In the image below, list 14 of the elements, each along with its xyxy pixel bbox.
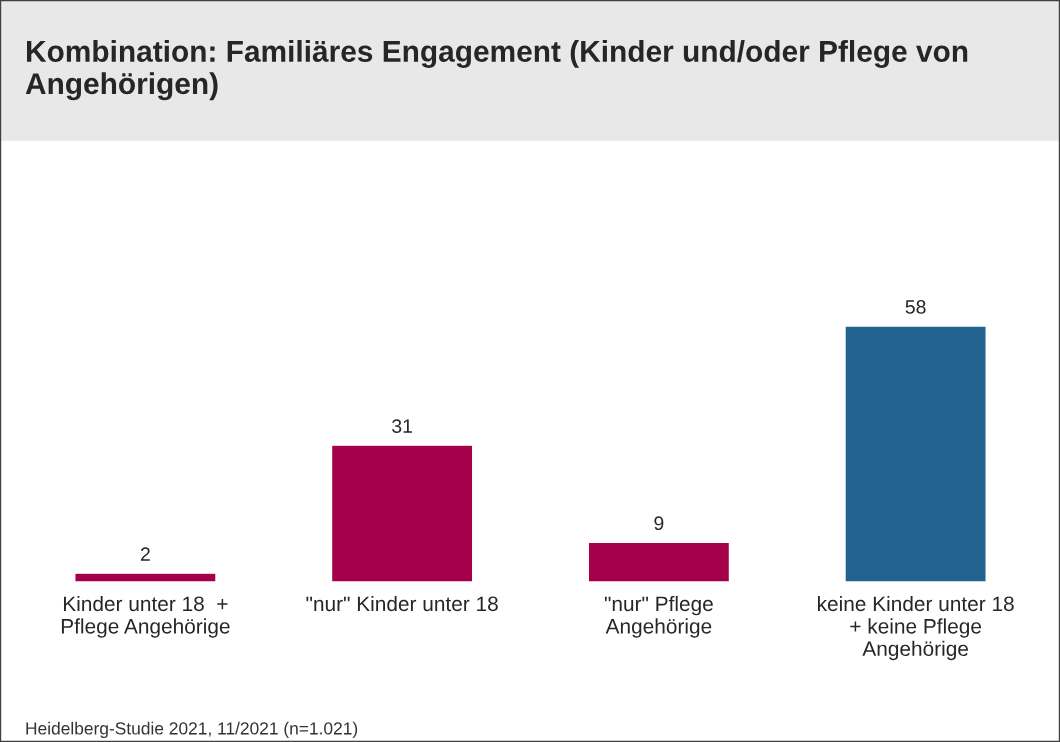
text: Heidelberg-Studie 2021, 11/2021 (n=1.021) [26,721,358,738]
chart-title: Kombination: Familiäres Engagement (Kinder und/oder Pflege von Angehörigen) [25,40,968,101]
x-tick-label: Kinder unter 18 + Pflege Angehörige [61,595,230,638]
x-tick-label: keine Kinder unter 18 + keine Pflege Angehörige [818,595,1014,661]
x-tick-label: "nur" Kinder unter 18 [306,595,498,612]
bar [74,572,217,582]
bar [844,325,987,582]
x-tick-label: "nur" Pflege Angehörige [604,595,713,638]
bar [587,541,731,582]
data-label: 2 [140,547,150,561]
bar [330,444,474,582]
data-label: 31 [392,419,412,433]
data-label: 9 [654,516,664,531]
data-label: 58 [905,300,926,314]
